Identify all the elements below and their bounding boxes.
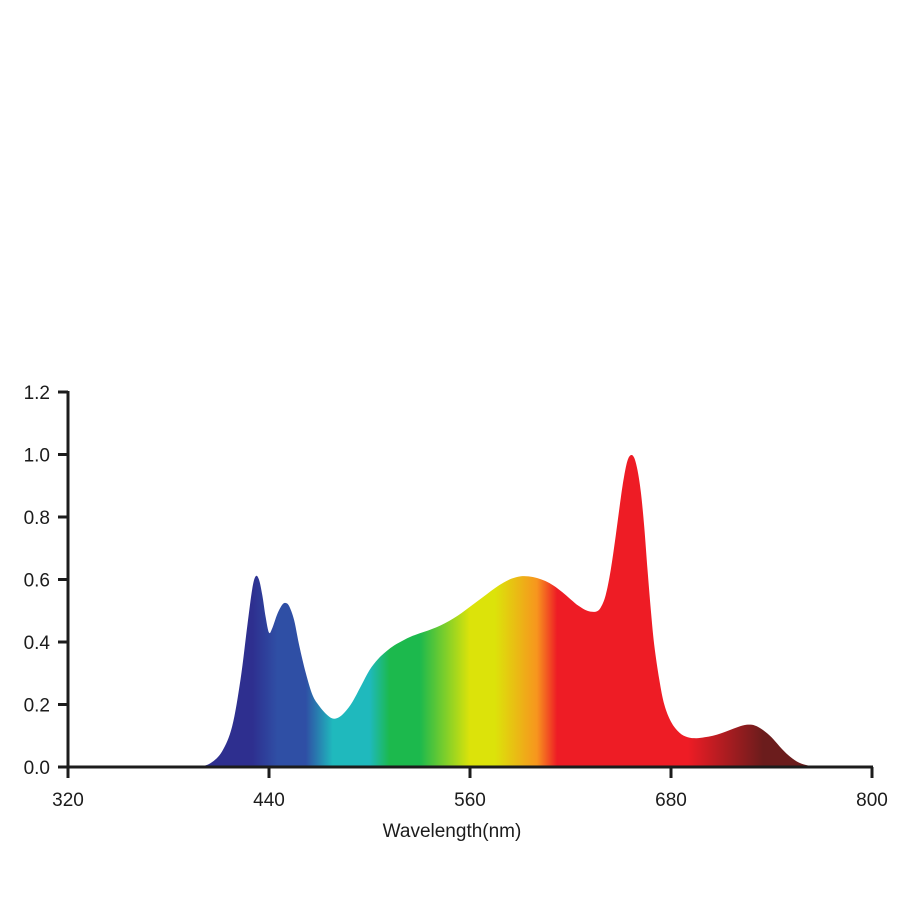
y-tick-label: 0.8 <box>24 508 50 529</box>
y-tick-label: 1.0 <box>24 446 50 467</box>
y-tick-label: 0.2 <box>24 696 50 717</box>
plot-area <box>198 454 831 767</box>
y-tick-label: 1.2 <box>24 383 50 404</box>
x-axis-title: Wavelength(nm) <box>383 821 522 842</box>
x-tick-label: 440 <box>253 790 285 811</box>
y-tick-label: 0.4 <box>24 633 51 654</box>
spectrum-area <box>198 454 831 767</box>
x-tick-label: 680 <box>655 790 687 811</box>
y-tick-label: 0.6 <box>24 571 50 592</box>
x-tick-label: 320 <box>52 790 84 811</box>
y-tick-label: 0.0 <box>24 758 50 779</box>
tick-labels: 0.0 0.2 0.4 0.6 0.8 1.0 1.2 320 440 560 680 800 <box>24 383 888 811</box>
x-tick-label: 560 <box>454 790 486 811</box>
axes <box>58 390 874 778</box>
x-tick-label: 800 <box>856 790 888 811</box>
